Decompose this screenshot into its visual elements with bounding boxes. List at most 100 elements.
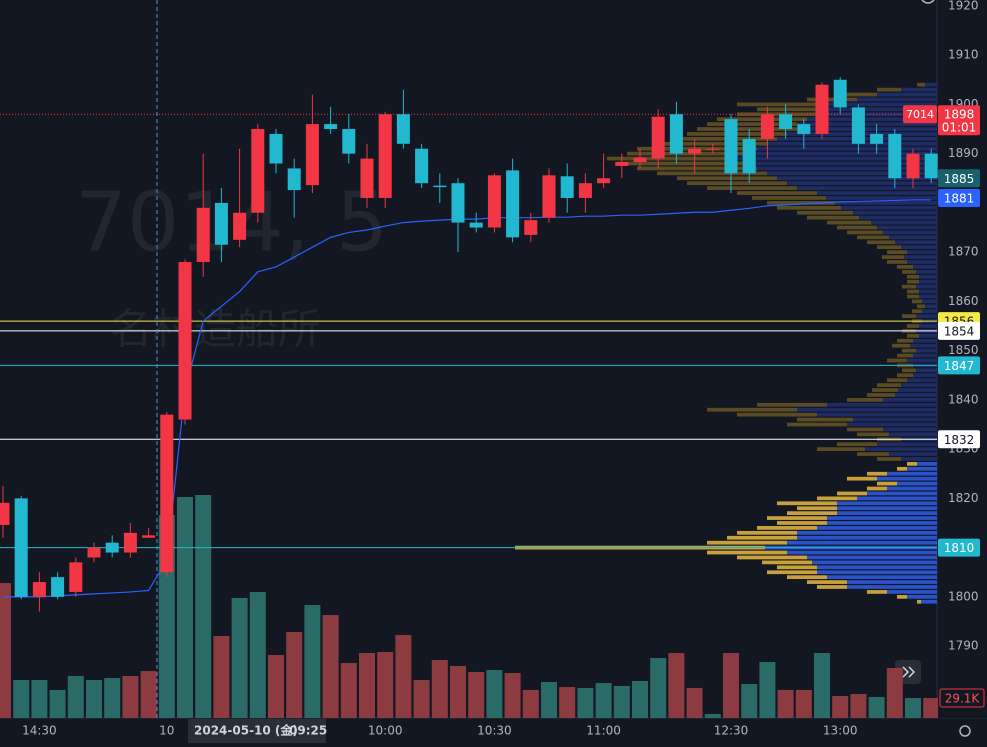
price-line-label: 1810 [944,541,975,555]
countdown-label: 01:01 [942,121,977,135]
top-button[interactable] [921,0,935,4]
profile-up [737,555,807,560]
profile-up [887,250,907,255]
volume-bar [86,680,102,718]
price-label-bg [938,188,980,207]
volume-bar [395,635,412,718]
volume-bar [741,683,758,718]
profile-up [887,260,907,264]
profile-up [777,501,837,506]
crosshair-label-bg [188,719,326,743]
candle-body [469,222,483,228]
watermark-symbol: 7014, 5 [75,175,388,270]
profile-down [857,496,937,501]
candle-body [578,183,592,198]
profile-up [757,107,827,112]
profile-up [757,526,817,530]
profile-down [807,555,937,560]
price-line-label: 1854 [944,324,975,338]
profile-down [767,171,937,176]
profile-down [913,373,937,378]
candle-body [833,79,847,108]
y-tick-label: 1860 [948,294,979,308]
profile-down [919,274,937,279]
profile-up [877,457,901,461]
candle-body [688,148,702,154]
volume-bar [49,689,66,718]
x-tick-label: 10:30 [477,724,512,738]
y-tick-label: 1910 [948,48,979,62]
profile-down [817,412,937,417]
volume-bar [777,689,794,718]
profile-down [757,146,937,151]
profile-down [901,87,937,92]
profile-down [847,580,937,584]
candle-body [378,114,392,198]
volume-bar [377,651,394,718]
profile-down [859,215,937,220]
y-tick-label: 1800 [948,589,979,603]
profile-down [787,540,937,545]
candle-body [742,138,756,174]
candle-body [487,175,501,228]
profile-down [737,156,937,161]
profile-up [767,516,827,520]
profile-up [867,590,887,594]
profile-down [871,220,937,225]
crosshair-time: 09:25 [289,724,327,738]
profile-down [889,235,937,240]
last-price-label: 1898 [944,108,975,122]
candle-body [633,157,647,163]
profile-down [913,265,937,269]
profile-up [607,156,737,161]
profile-down [807,117,937,122]
candle-body [251,129,265,213]
profile-down [877,225,937,230]
profile-up [807,580,847,584]
profile-up [817,447,865,451]
x-tick-label: 10 [159,724,174,738]
profile-up [707,122,797,126]
volume-bar [595,683,612,718]
volume-bar [249,592,266,718]
y-tick-label: 1790 [948,639,979,653]
profile-up [697,127,797,131]
profile-up [707,186,797,190]
volume-bar [668,653,685,718]
profile-down [913,338,937,343]
watermark-company: 名村造船所 [110,305,320,354]
candle-body [396,114,410,144]
profile-down [919,289,937,294]
profile-down [787,550,937,555]
profile-up [847,476,877,481]
candle-body [123,532,137,553]
profile-down [827,521,937,525]
profile-up [767,570,817,575]
price-line-label-bg [938,356,980,375]
volume-bar [686,687,703,718]
candle-body [906,153,920,179]
profile-up [907,279,919,284]
volume-bar [541,682,557,718]
profile-down [889,432,937,437]
profile-up [902,269,916,274]
volume-bar [67,676,84,718]
profile-down [907,466,937,471]
candle-body [888,133,902,179]
volume-bar [340,662,357,718]
settings-button[interactable] [959,725,971,737]
profile-up [907,462,917,466]
profile-up [897,466,907,471]
volume-bar [322,615,339,718]
price-label: 1881 [944,191,975,205]
profile-up [707,540,787,545]
profile-down [797,530,937,535]
volume-bar [122,676,139,718]
profile-up [797,506,837,511]
profile-up [867,471,887,476]
profile-up [907,324,919,328]
candle-body [69,562,83,592]
profile-up [787,511,837,516]
profile-down [922,309,937,314]
